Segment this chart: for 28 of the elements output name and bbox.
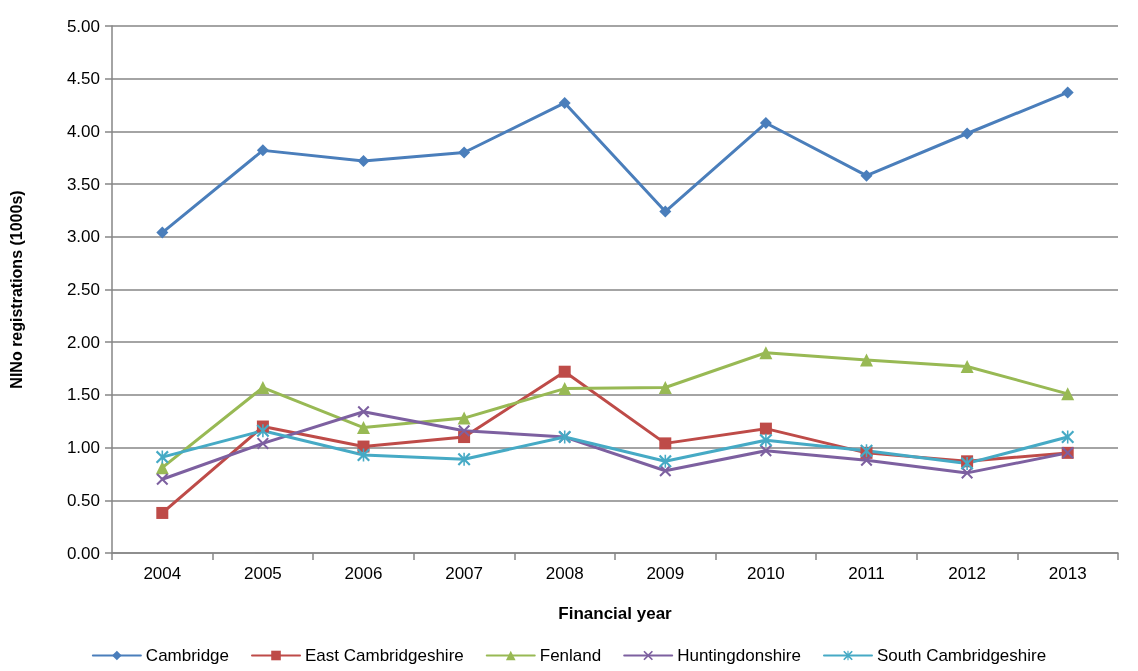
y-tick-label: 1.50 (66, 385, 100, 405)
x-tick-label: 2009 (646, 564, 685, 583)
legend-label: South Cambridgeshire (876, 646, 1047, 665)
x-tick-label: 2007 (445, 564, 484, 583)
y-tick-label: 4.50 (66, 69, 100, 89)
y-tick-label: 3.50 (66, 174, 100, 194)
x-axis-title: Financial year (558, 604, 673, 623)
y-axis-title: NINo registrations (1000s) (7, 190, 25, 389)
y-tick-label: 0.50 (66, 490, 100, 510)
x-tick-label: 2013 (1048, 564, 1087, 583)
x-tick-label: 2004 (143, 564, 182, 583)
y-tick-label: 2.00 (66, 332, 100, 352)
y-tick-label: 0.00 (66, 543, 100, 563)
legend-label: Huntingdonshire (677, 646, 801, 665)
x-tick-label: 2012 (948, 564, 987, 583)
y-tick-label: 3.00 (66, 227, 100, 247)
x-tick-label: 2011 (848, 564, 885, 583)
x-tick-label: 2006 (344, 564, 383, 583)
legend-label: East Cambridgeshire (305, 646, 464, 665)
y-tick-label: 1.00 (66, 438, 100, 458)
legend-label: Fenland (539, 646, 602, 665)
legend-label: Cambridge (145, 646, 230, 665)
x-tick-label: 2008 (545, 564, 584, 583)
x-tick-label: 2010 (746, 564, 785, 583)
y-tick-label: 5.00 (66, 16, 100, 36)
y-tick-label: 2.50 (66, 280, 100, 299)
y-tick-label: 4.00 (66, 121, 100, 141)
x-tick-label: 2005 (243, 564, 282, 583)
